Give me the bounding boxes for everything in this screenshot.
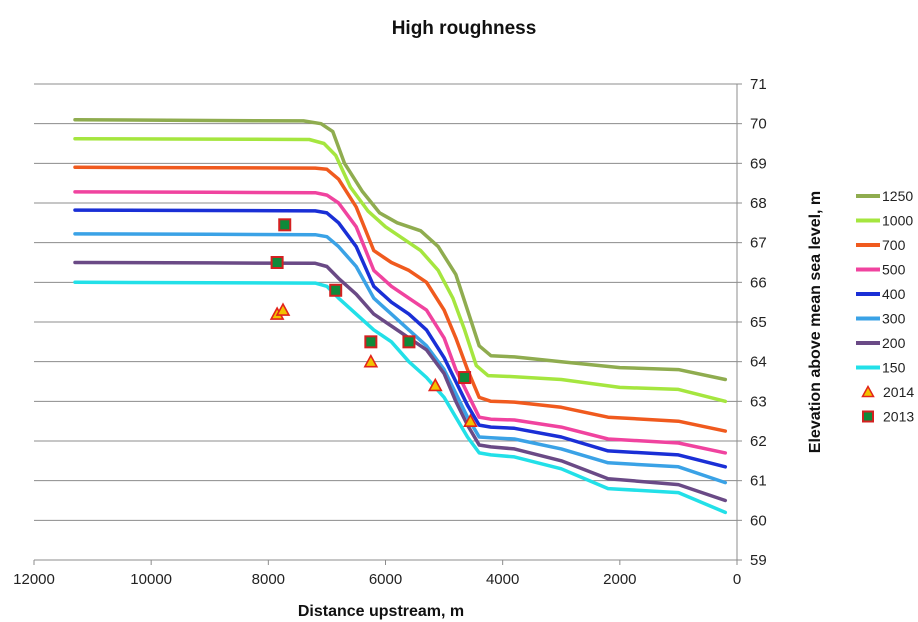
x-tick-label: 12000 xyxy=(13,571,55,588)
y-tick-label: 68 xyxy=(750,195,767,212)
y-tick-label: 69 xyxy=(750,155,767,172)
legend-150-label: 150 xyxy=(882,360,906,376)
series-2014-point xyxy=(463,413,478,427)
x-tick-label: 8000 xyxy=(252,571,285,588)
legend-1000-label: 1000 xyxy=(882,213,913,229)
x-tick-label: 6000 xyxy=(369,571,402,588)
series-2013-point xyxy=(402,335,416,349)
gridlines xyxy=(34,83,737,561)
y-tick-label: 63 xyxy=(750,393,767,410)
x-tick-label: 2000 xyxy=(603,571,636,588)
y-tick-labels: 59 60 61 62 63 64 65 66 67 68 69 70 71 xyxy=(750,76,767,569)
series-400-line xyxy=(73,208,728,469)
legend-400-label: 400 xyxy=(882,286,906,302)
y-tick-label: 66 xyxy=(750,274,767,291)
y-tick-label: 62 xyxy=(750,433,767,450)
legend-2014-label: 2014 xyxy=(883,384,914,400)
y-tick-label: 70 xyxy=(750,116,767,133)
legend-300-label: 300 xyxy=(882,311,906,327)
plot-series xyxy=(73,117,728,515)
series-150-line xyxy=(73,280,728,515)
series-2013-point xyxy=(364,335,378,349)
legend-2013-swatch xyxy=(862,410,874,423)
legend-2013-label: 2013 xyxy=(883,409,914,425)
series-2014-point xyxy=(427,377,443,392)
series-500-line xyxy=(73,190,728,455)
series-2014-point xyxy=(275,302,291,316)
legend-700-label: 700 xyxy=(882,237,906,253)
x-tick-label: 4000 xyxy=(486,571,519,588)
chart-title: High roughness xyxy=(392,18,537,39)
y-tick-label: 59 xyxy=(750,552,767,569)
series-200-line xyxy=(73,260,728,503)
y-axis-label: Elevation above mean sea level, m xyxy=(807,191,824,453)
axes xyxy=(33,83,742,565)
series-1250-line xyxy=(73,117,728,382)
y-tick-label: 64 xyxy=(750,354,767,371)
legend-2014-swatch xyxy=(861,384,875,398)
series-2013-point xyxy=(458,371,472,385)
y-tick-label: 71 xyxy=(750,76,767,93)
y-tick-label: 60 xyxy=(750,512,767,529)
series-1000-line xyxy=(73,136,728,404)
series-700-line xyxy=(73,165,728,433)
legend: 1250 1000 700 500 400 300 200 150 2014 2013 xyxy=(856,188,914,425)
y-tick-label: 61 xyxy=(750,473,767,490)
legend-200-label: 200 xyxy=(882,335,906,351)
series-2013-point xyxy=(278,218,292,232)
series-2013-point xyxy=(270,256,284,269)
x-tick-labels: 12000 10000 8000 6000 4000 2000 0 xyxy=(13,571,741,588)
legend-1250-label: 1250 xyxy=(882,188,913,204)
y-tick-label: 65 xyxy=(750,314,767,331)
x-axis-label: Distance upstream, m xyxy=(298,603,464,620)
x-tick-label: 0 xyxy=(733,571,741,588)
series-2013-point xyxy=(329,283,343,297)
y-tick-label: 67 xyxy=(750,235,767,252)
series-2014-point xyxy=(363,353,379,368)
series-300-line xyxy=(73,232,728,485)
x-tick-label: 10000 xyxy=(130,571,172,588)
legend-500-label: 500 xyxy=(882,262,906,278)
